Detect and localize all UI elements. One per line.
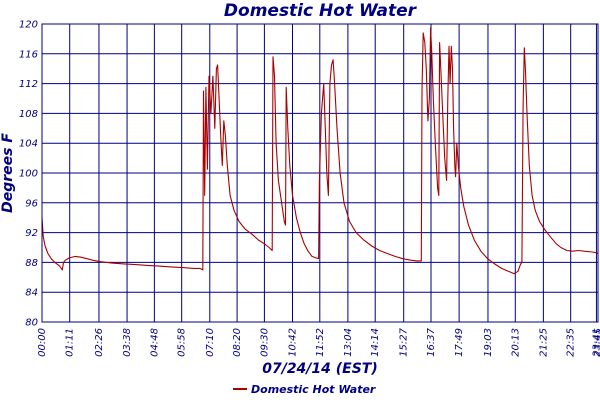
x-tick-label: 09:30 xyxy=(259,328,270,357)
x-tick-label: 04:48 xyxy=(149,328,160,357)
x-tick-label: 13:04 xyxy=(343,328,354,357)
y-tick-label: 108 xyxy=(19,109,38,120)
y-tick-label: 120 xyxy=(19,20,38,31)
x-tick-label: 03:38 xyxy=(122,328,133,357)
plot-frame xyxy=(41,23,599,323)
y-tick-label: 100 xyxy=(19,169,38,180)
x-tick-label: 21:25 xyxy=(538,328,549,357)
x-tick-label: 11:52 xyxy=(315,328,326,357)
y-tick-label: 84 xyxy=(25,288,38,299)
x-tick-label: 08:20 xyxy=(232,328,243,357)
x-tick-label: 22:35 xyxy=(566,328,577,357)
y-tick-label: 92 xyxy=(25,228,38,239)
x-tick-label: 10:42 xyxy=(287,328,298,357)
x-tick-label: 23:41 xyxy=(591,328,600,357)
x-tick-label: 16:37 xyxy=(426,327,437,356)
x-axis-label: 07/24/14 (EST) xyxy=(262,361,378,377)
y-tick-label: 80 xyxy=(25,318,38,329)
y-tick-label: 96 xyxy=(25,198,38,209)
y-axis-ticks: 80 84 88 92 96 100 104 108 112 116 120 xyxy=(19,20,38,329)
y-tick-label: 104 xyxy=(19,139,38,150)
x-tick-label: 14:14 xyxy=(370,328,381,357)
y-tick-label: 116 xyxy=(19,49,38,60)
series-layer xyxy=(41,27,599,275)
x-tick-label: 17:49 xyxy=(454,328,465,357)
x-tick-label: 02:26 xyxy=(94,328,105,357)
x-tick-label: 05:58 xyxy=(177,328,188,357)
legend: Domestic Hot Water xyxy=(233,383,376,396)
x-tick-label: 23:45 xyxy=(593,328,600,357)
y-axis-label: Degrees F xyxy=(0,133,16,213)
x-tick-label: 15:27 xyxy=(399,327,410,356)
x-tick-label: 20:13 xyxy=(510,328,521,357)
x-tick-label: 00:00 xyxy=(37,328,48,357)
y-tick-label: 112 xyxy=(19,79,38,90)
series-line-domestic-hot-water xyxy=(41,27,599,275)
x-tick-label: 07:10 xyxy=(205,328,216,357)
x-axis-ticks: 00:00 01:11 02:26 03:38 04:48 05:58 07:10 08:20… xyxy=(37,327,600,356)
chart-title: Domestic Hot Water xyxy=(224,1,418,21)
y-tick-label: 88 xyxy=(25,258,38,269)
legend-label: Domestic Hot Water xyxy=(251,383,376,396)
x-tick-label: 01:11 xyxy=(65,328,76,357)
x-tick-label: 19:03 xyxy=(483,328,494,357)
